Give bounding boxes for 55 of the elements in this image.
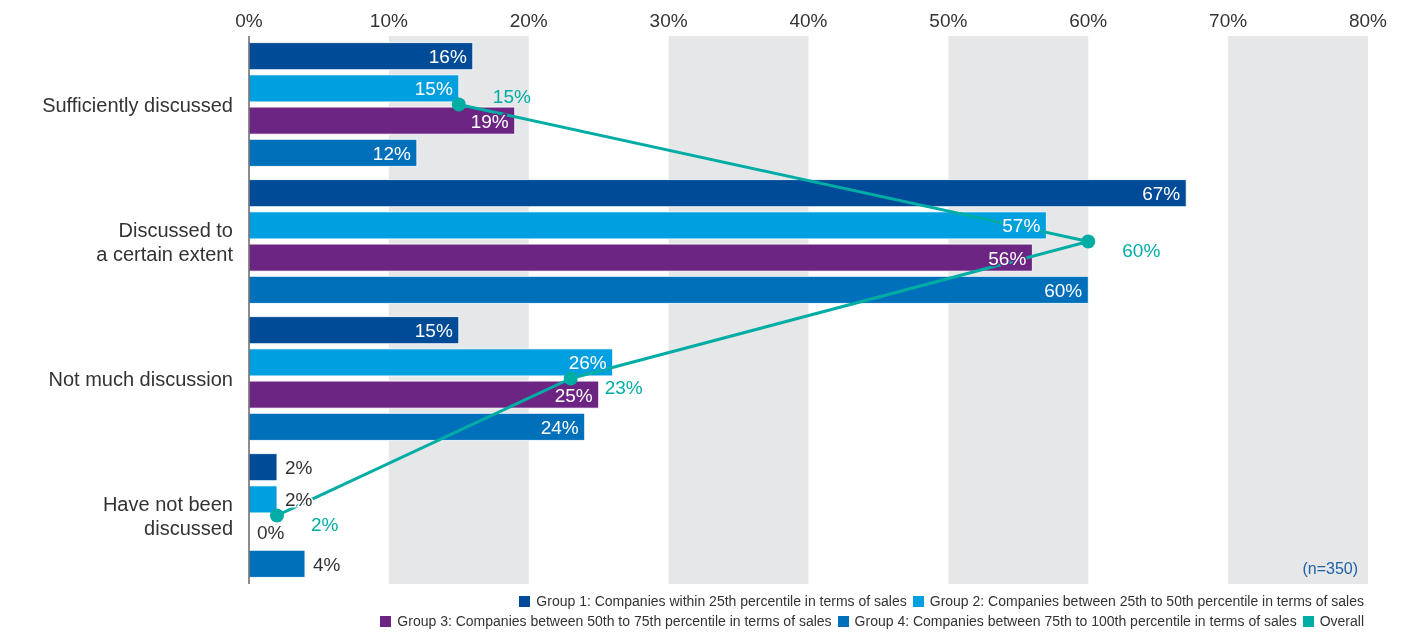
bar bbox=[248, 179, 1187, 208]
x-tick-label: 30% bbox=[649, 10, 688, 31]
data-label: 2% bbox=[284, 457, 313, 479]
bar bbox=[248, 549, 306, 578]
bar bbox=[248, 243, 1033, 272]
data-label: 0% bbox=[257, 521, 285, 543]
y-tick-label: Discussed to a certain extent bbox=[96, 218, 234, 265]
data-label: 15% bbox=[414, 320, 453, 342]
y-tick-label: Have not been discussed bbox=[102, 492, 233, 539]
bar bbox=[248, 316, 460, 345]
bar bbox=[248, 485, 278, 514]
data-label: 60% bbox=[1044, 279, 1083, 301]
bar bbox=[248, 106, 516, 135]
data-label: 4% bbox=[312, 553, 341, 575]
data-label: 12% bbox=[372, 142, 411, 164]
data-label: 26% bbox=[568, 352, 607, 374]
point bbox=[269, 508, 284, 523]
legend-label: Group 3: Companies between 50th to 75th percentile in terms of sales bbox=[396, 613, 832, 630]
x-tick-label: 80% bbox=[1348, 10, 1388, 31]
x-tick-label: 10% bbox=[369, 10, 408, 31]
data-label: 19% bbox=[470, 110, 509, 132]
x-tick-label: 50% bbox=[929, 10, 968, 31]
data-label: 15% bbox=[492, 86, 531, 108]
data-label: 2% bbox=[310, 513, 339, 535]
bar bbox=[248, 412, 586, 441]
point bbox=[1081, 234, 1096, 249]
bar bbox=[248, 74, 460, 103]
x-tick-label: 70% bbox=[1209, 10, 1248, 31]
bar bbox=[248, 275, 1089, 304]
bar bbox=[248, 348, 614, 377]
data-label: 24% bbox=[540, 416, 579, 438]
data-label: 15% bbox=[414, 78, 453, 100]
point bbox=[451, 97, 466, 112]
point bbox=[563, 371, 578, 386]
y-tick-label: Sufficiently discussed bbox=[42, 93, 233, 116]
legend-label: Overall bbox=[1318, 613, 1364, 630]
data-label: 67% bbox=[1142, 183, 1181, 205]
bar bbox=[248, 380, 600, 409]
data-label: 57% bbox=[1002, 215, 1041, 237]
bar bbox=[248, 211, 1047, 240]
x-tick-label: 60% bbox=[1069, 10, 1108, 31]
data-label: 23% bbox=[604, 376, 643, 398]
annotation: (n=350) bbox=[1302, 560, 1358, 577]
legend-label: Group 1: Companies within 25th percentile in terms of sales bbox=[535, 593, 907, 610]
legend-label: Group 4: Companies between 75th to 100th percentile in terms of sales bbox=[853, 613, 1297, 630]
data-label: 60% bbox=[1122, 239, 1161, 261]
x-tick-label: 0% bbox=[235, 10, 263, 31]
y-tick-label: Not much discussion bbox=[48, 367, 233, 390]
x-tick-label: 40% bbox=[789, 10, 828, 31]
data-label: 16% bbox=[428, 46, 467, 68]
bar bbox=[248, 453, 278, 482]
x-tick-label: 20% bbox=[509, 10, 548, 31]
data-label: 25% bbox=[554, 384, 593, 406]
legend-label: Group 2: Companies between 25th to 50th percentile in terms of sales bbox=[928, 593, 1364, 610]
bar bbox=[248, 42, 474, 71]
